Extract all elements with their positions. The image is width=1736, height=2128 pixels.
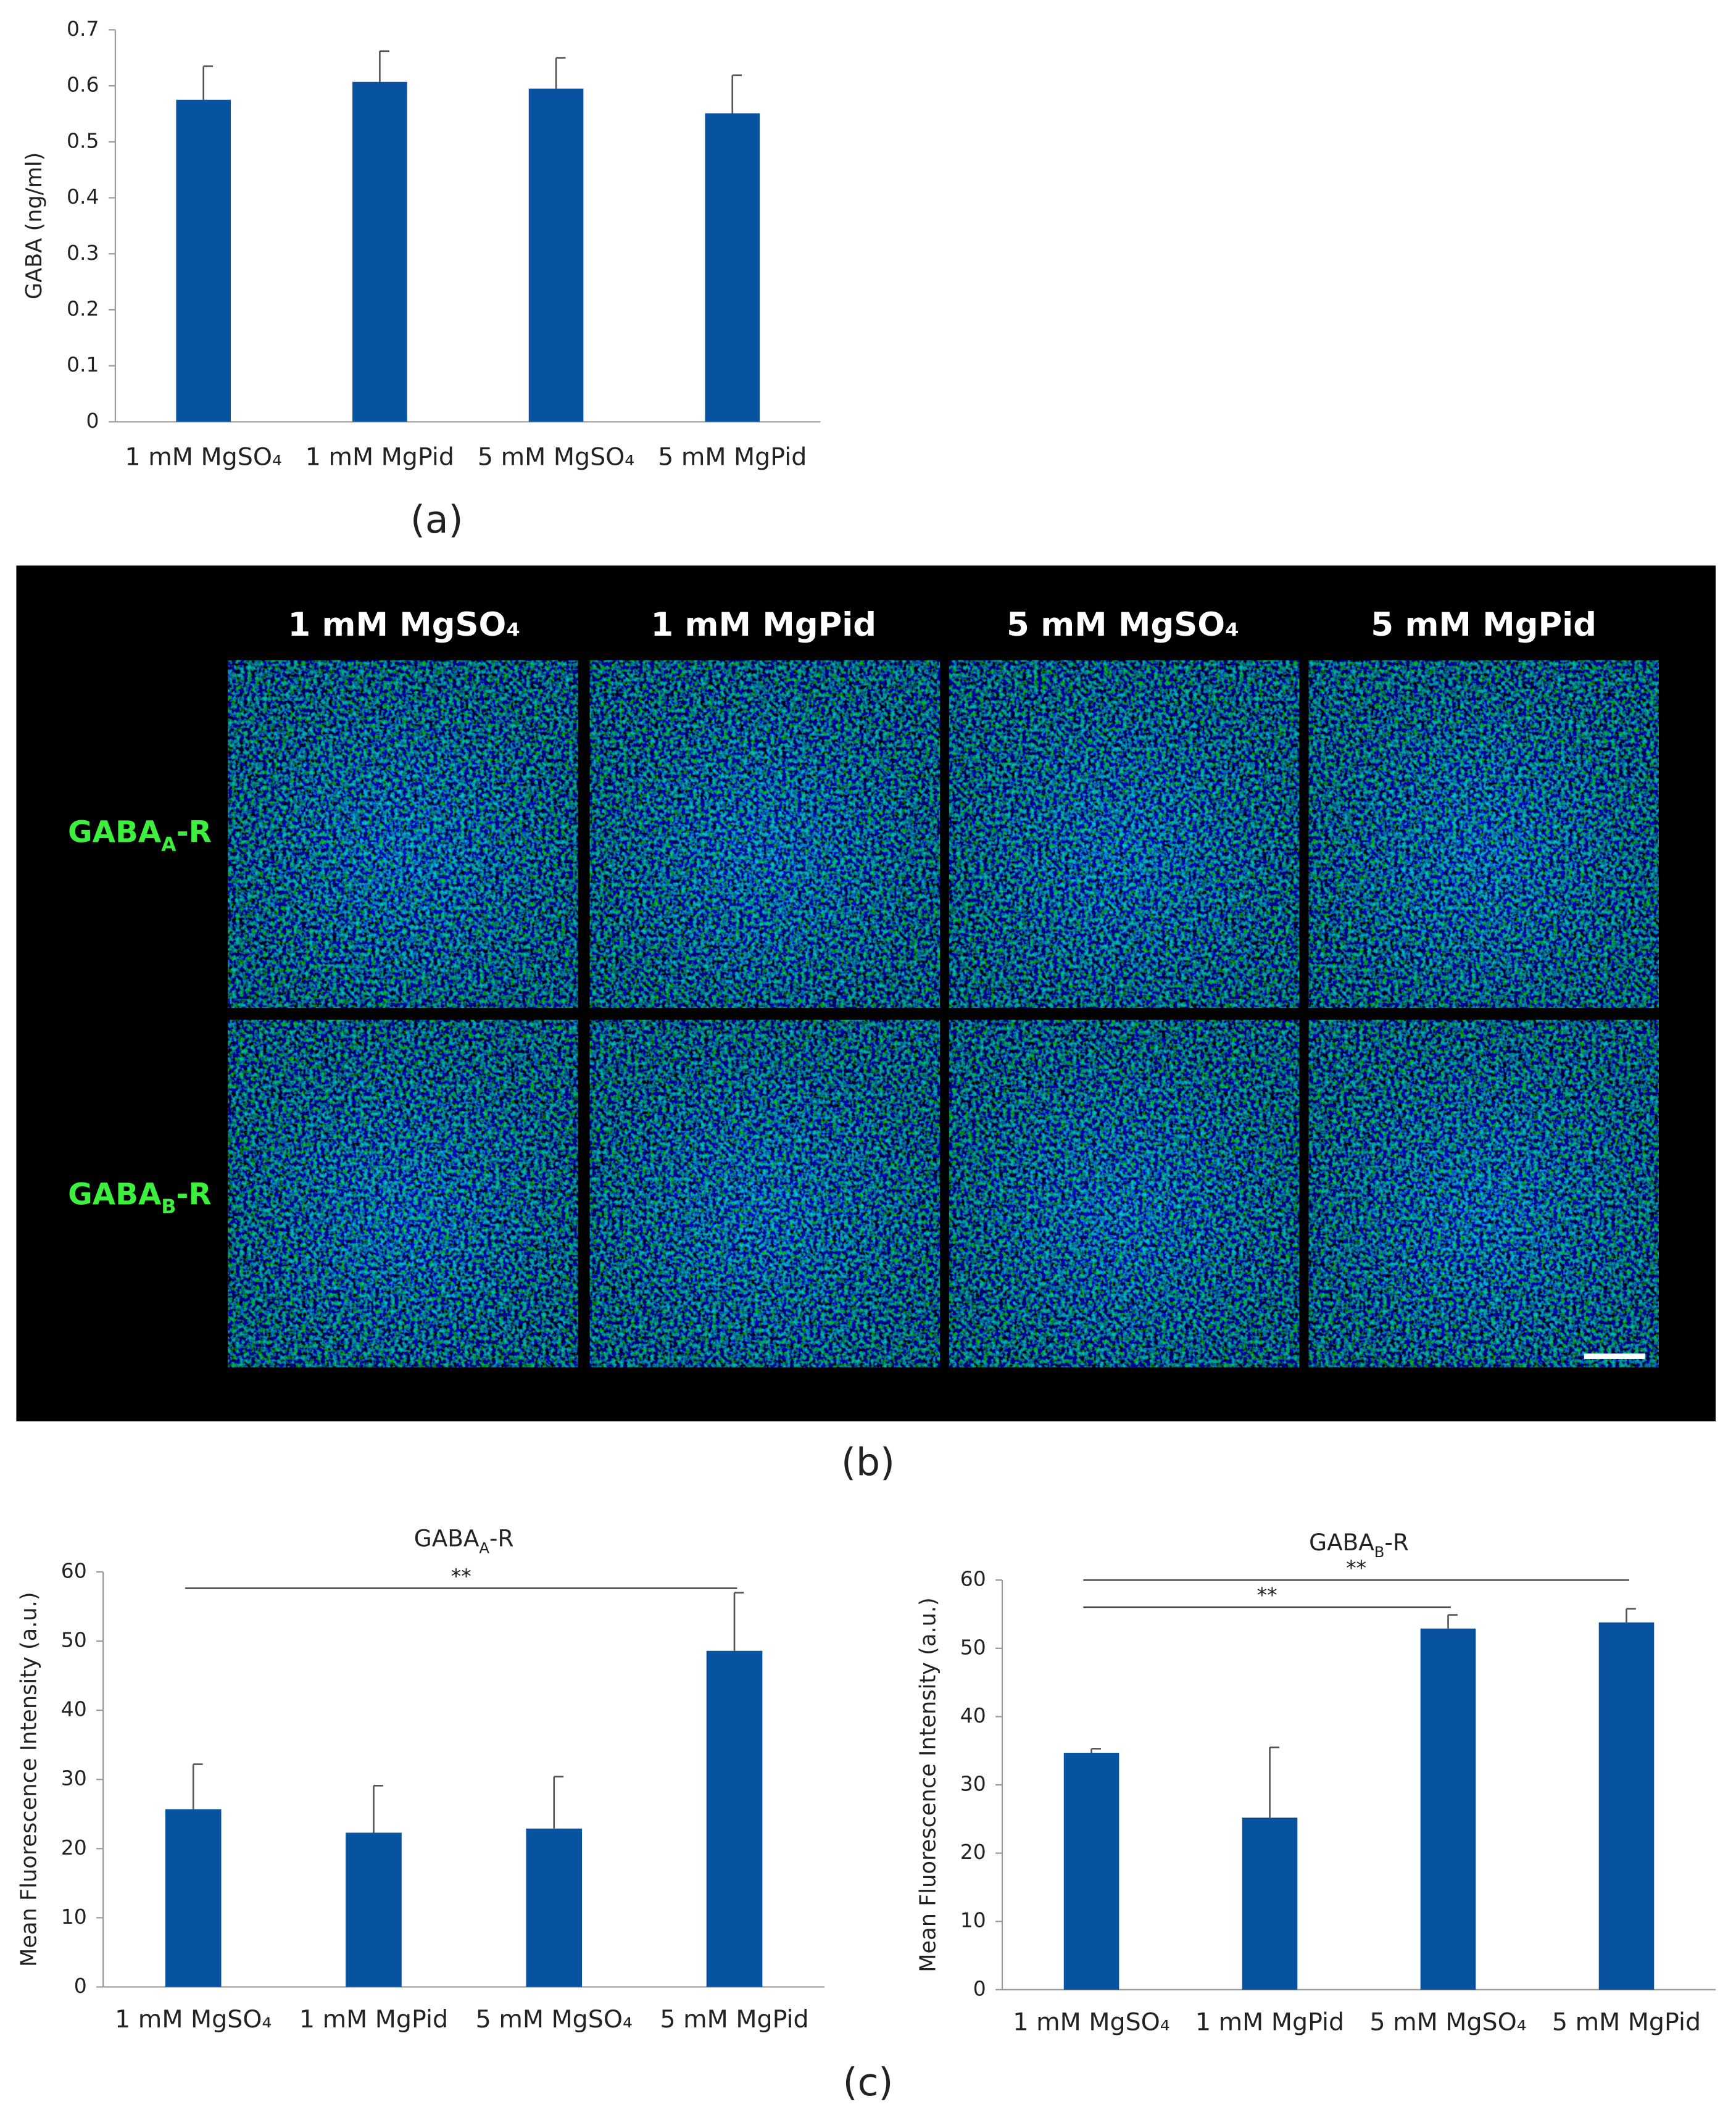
y-tick-label: 0 <box>74 1974 87 1998</box>
y-axis-label: GABA (ng/ml) <box>22 152 47 300</box>
panel-label: (c) <box>843 2060 894 2105</box>
y-tick-label: 0.1 <box>67 352 99 376</box>
y-tick-label: 40 <box>61 1697 87 1721</box>
x-tick-label: 5 mM MgSO₄ <box>1369 2008 1526 2036</box>
row-label: GABAB-R <box>68 1177 212 1218</box>
micrograph-stain <box>949 660 1300 1008</box>
row-label-part: -R <box>177 815 212 850</box>
x-tick-label: 5 mM MgPid <box>658 443 807 471</box>
micrograph-grid <box>228 660 1659 1368</box>
bar <box>352 81 407 422</box>
x-tick-label: 5 mM MgSO₄ <box>476 2005 633 2034</box>
bar <box>346 1832 402 1987</box>
y-axis-label: Mean Fluorescence Intensity (a.u.) <box>915 1597 941 1972</box>
x-tick-label: 5 mM MgPid <box>660 2005 808 2034</box>
x-tick-label: 1 mM MgSO₄ <box>115 2005 272 2034</box>
y-tick-label: 60 <box>960 1567 986 1591</box>
column-header: 1 mM MgPid <box>651 606 877 644</box>
y-tick-label: 0.3 <box>67 241 99 265</box>
chart-title-part: A <box>479 1539 489 1557</box>
bar <box>528 88 584 422</box>
panel-label: (b) <box>841 1440 895 1484</box>
y-axis-label: Mean Fluorescence Intensity (a.u.) <box>16 1592 41 1967</box>
row-label-part: GABA <box>68 815 162 850</box>
x-tick-label: 1 mM MgSO₄ <box>125 443 282 471</box>
column-header: 5 mM MgPid <box>1371 606 1597 644</box>
x-tick-label: 1 mM MgPid <box>299 2005 448 2034</box>
significance-label: ** <box>1346 1556 1366 1580</box>
significance-label: ** <box>451 1564 471 1588</box>
bar <box>1063 1753 1119 1990</box>
y-tick-label: 30 <box>960 1772 986 1796</box>
bar <box>176 99 231 422</box>
row-label: GABAA-R <box>68 815 212 856</box>
panel-label: (a) <box>410 497 463 542</box>
y-tick-label: 10 <box>960 1908 986 1932</box>
micrograph-stain <box>589 1020 940 1368</box>
row-label-part: A <box>161 834 177 856</box>
y-tick-label: 0.5 <box>67 128 99 152</box>
y-tick-label: 0 <box>86 409 99 433</box>
y-tick-label: 30 <box>61 1766 87 1790</box>
significance-label: ** <box>1257 1583 1277 1607</box>
y-tick-label: 0.4 <box>67 185 99 209</box>
y-tick-label: 50 <box>960 1635 986 1659</box>
bar <box>1598 1622 1655 1990</box>
column-header: 1 mM MgSO₄ <box>288 606 520 644</box>
y-tick-label: 0 <box>973 1976 986 2000</box>
y-tick-label: 10 <box>61 1905 87 1929</box>
chart-title-part: -R <box>489 1524 513 1552</box>
column-header: 5 mM MgSO₄ <box>1007 606 1239 644</box>
y-tick-label: 60 <box>61 1558 87 1582</box>
x-tick-label: 1 mM MgPid <box>1195 2008 1344 2036</box>
y-tick-label: 0.7 <box>67 17 99 41</box>
chart-title: GABAB-R <box>1309 1528 1409 1560</box>
x-tick-label: 5 mM MgSO₄ <box>478 443 634 471</box>
chart-title-part: B <box>1374 1542 1385 1560</box>
micrograph-stain <box>228 660 578 1008</box>
chart-title: GABAA-R <box>414 1524 514 1557</box>
x-tick-label: 1 mM MgSO₄ <box>1013 2008 1169 2036</box>
y-tick-label: 40 <box>960 1703 986 1727</box>
y-tick-label: 20 <box>960 1840 986 1864</box>
micrograph-stain <box>228 1020 578 1368</box>
chart-title-part: GABA <box>1309 1528 1374 1555</box>
x-tick-label: 1 mM MgPid <box>305 443 454 471</box>
micrograph-stain <box>1308 660 1659 1008</box>
bar <box>706 1650 763 1987</box>
bar <box>705 113 760 422</box>
row-label-part: B <box>161 1195 176 1218</box>
chart-title-part: -R <box>1384 1528 1408 1555</box>
chart-title-part: GABA <box>414 1524 480 1552</box>
bar <box>1242 1818 1298 1990</box>
y-tick-label: 20 <box>61 1835 87 1860</box>
y-tick-label: 0.2 <box>67 296 99 320</box>
y-tick-label: 0.6 <box>67 73 99 97</box>
micrograph-stain <box>1308 1020 1659 1368</box>
x-tick-label: 5 mM MgPid <box>1552 2008 1701 2036</box>
row-label-part: -R <box>176 1177 211 1212</box>
bar <box>165 1809 222 1987</box>
row-label-part: GABA <box>68 1177 162 1212</box>
micrograph-stain <box>589 660 940 1008</box>
y-tick-label: 50 <box>61 1628 87 1652</box>
micrograph-stain <box>949 1020 1300 1368</box>
bar <box>526 1828 583 1987</box>
bar <box>1420 1628 1476 1990</box>
